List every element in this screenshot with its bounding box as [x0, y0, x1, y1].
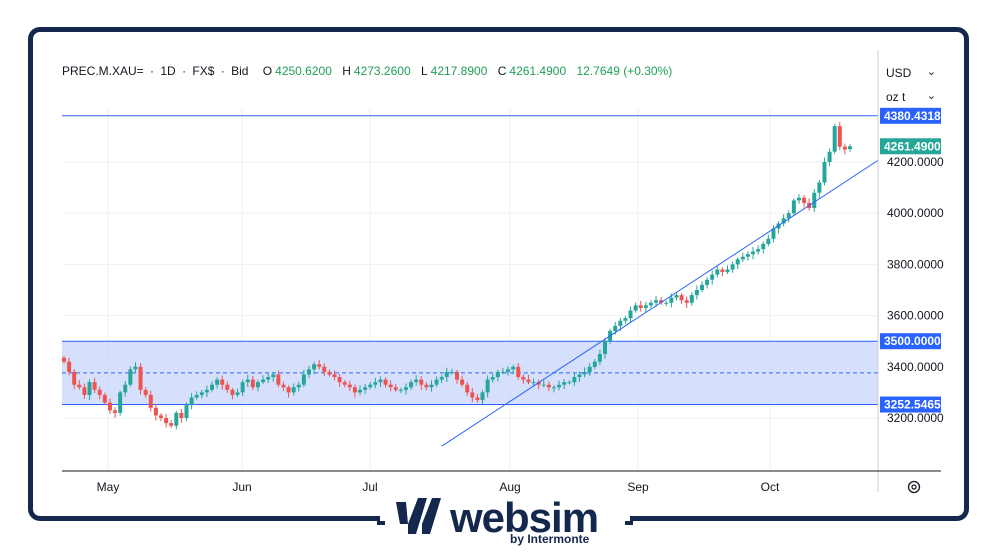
exchange-label: FX$	[192, 64, 215, 78]
high-label: H	[342, 64, 351, 78]
unit-select[interactable]: oz t ⌄	[880, 86, 942, 108]
logo-text: websim	[450, 494, 599, 541]
low-label: L	[420, 64, 428, 78]
chevron-down-icon: ⌄	[926, 66, 936, 78]
chart-frame	[28, 27, 969, 521]
currency-select[interactable]: USD ⌄	[880, 62, 942, 84]
close-label: C	[497, 64, 507, 78]
symbol-name[interactable]: PREC.M.XAU=	[62, 64, 144, 78]
currency-value: USD	[886, 66, 912, 80]
symbol-header: PREC.M.XAU= · 1D · FX$ · Bid O 4250.6200 …	[62, 64, 673, 78]
high-value: 4273.2600	[353, 64, 411, 78]
low-value: 4217.8900	[430, 64, 488, 78]
chevron-down-icon: ⌄	[926, 90, 936, 102]
websim-logo: websim by Intermonte	[377, 494, 633, 554]
unit-value: oz t	[886, 90, 906, 104]
side-label: Bid	[231, 64, 249, 78]
open-value: 4250.6200	[275, 64, 332, 78]
open-label: O	[262, 64, 273, 78]
change-value: 12.7649 (+0.30%)	[576, 64, 673, 78]
logo-mark-icon	[396, 498, 441, 534]
logo-subtitle: by Intermonte	[510, 532, 590, 546]
interval-label[interactable]: 1D	[160, 64, 176, 78]
close-value: 4261.4900	[509, 64, 567, 78]
